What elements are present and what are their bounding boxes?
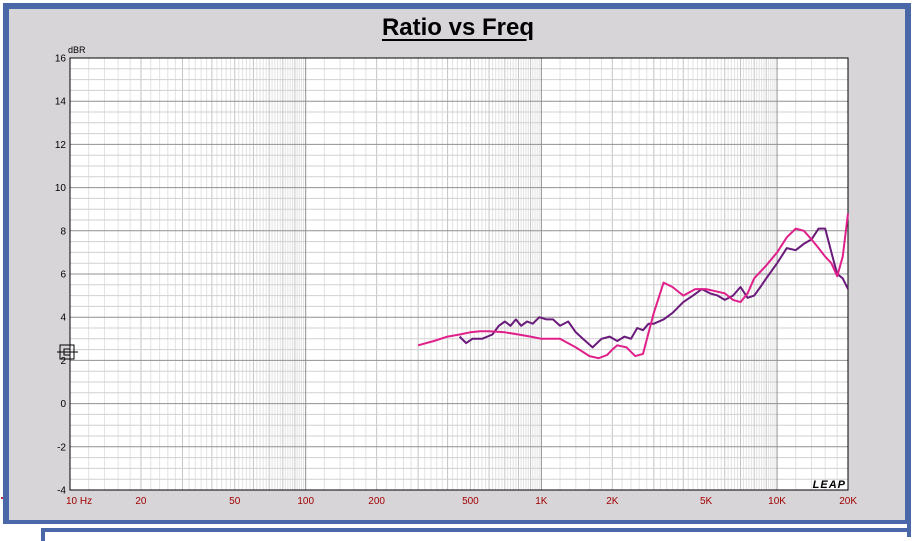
y-tick-label: 0 [60,399,66,410]
y-axis-label: dBR [68,45,86,55]
x-tick-label: 10K [768,496,786,507]
leap-logo: LEAP [813,479,846,491]
x-tick-label: 20 [135,496,147,507]
y-tick-label: 10 [55,183,67,194]
y-tick-label: 12 [55,140,67,151]
series-group [417,213,849,360]
y-axis-ticks: -4 -2 0 2 4 6 8 10 12 14 16 [55,54,67,497]
x-tick-label: 10 Hz [66,496,92,507]
x-tick-label: 2K [606,496,619,507]
x-tick-label: 50 [229,496,241,507]
x-tick-label: 500 [462,496,479,507]
series-line-1 [458,227,849,349]
y-tick-label: -2 [57,442,66,453]
y-tick-label: 14 [55,97,67,108]
series-line-2 [417,213,849,360]
y-tick-label: -4 [57,486,66,497]
cursor-marker-icon[interactable] [57,344,78,360]
x-tick-label: 1K [535,496,548,507]
x-tick-label: 5K [700,496,713,507]
x-tick-label: 200 [368,496,385,507]
leap-logo-text: LEAP [813,479,846,491]
y-tick-label: 2 [60,356,66,367]
y-tick-label: 8 [60,226,66,237]
x-tick-label: 20K [839,496,857,507]
y-tick-label: 4 [60,313,66,324]
stray-marker [1,497,3,499]
y-tick-label: 16 [55,54,67,65]
y-tick-label: 6 [60,270,66,281]
x-tick-label: 100 [297,496,314,507]
chart-title: Ratio vs Freq [381,14,535,41]
bottom-panel [3,520,907,541]
plot-border [69,57,849,491]
x-axis-ticks: 10 Hz 20 50 100 200 500 1K 2K 5K 10K 20K [66,496,857,507]
